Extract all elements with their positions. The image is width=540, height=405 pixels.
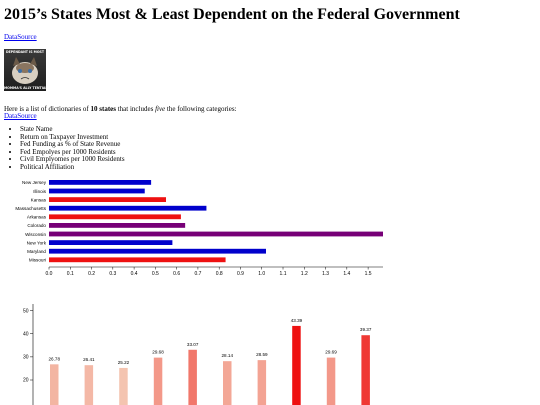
y-tick-label: 20 — [23, 378, 29, 384]
data-label: 25.22 — [118, 360, 130, 365]
bar — [257, 360, 267, 405]
bar — [84, 365, 94, 405]
bar — [292, 325, 301, 405]
bar — [49, 180, 152, 185]
category-label: Colorado — [27, 223, 46, 228]
horizontal-bar-chart: New Jersey Illinois Kansas Massachusetts Ark… — [15, 180, 383, 277]
bar — [49, 240, 173, 245]
datasource-link-top[interactable]: DataSource — [4, 33, 37, 41]
meme-bottom-caption: MOMMA'S ALLY TENTIAN — [4, 86, 46, 90]
vertical-bar-chart: 20 30 40 50 26.78 26.41 25.22 29.68 33.07 28.14 28… — [23, 304, 372, 405]
y-tick-label: 50 — [23, 308, 29, 314]
meme-top-caption: DEPENDANT IS MOST — [5, 50, 44, 54]
category-label: Wisconsin — [25, 232, 46, 237]
bar — [49, 214, 181, 220]
category-item: Political Affiliation — [20, 163, 125, 172]
data-label: 39.37 — [360, 327, 372, 332]
category-label: Massachusetts — [15, 206, 46, 211]
y-tick-label: 30 — [23, 355, 29, 361]
bar — [50, 364, 59, 405]
category-item: Fed Funding as % of State Revenue — [20, 141, 125, 149]
x-tick-label: 0.2 — [88, 271, 95, 277]
x-tick-label: 0.9 — [237, 271, 244, 277]
x-tick-label: 0.0 — [46, 271, 53, 277]
category-label: Kansas — [31, 197, 47, 202]
data-label: 29.68 — [152, 350, 164, 355]
x-tick-label: 1.1 — [280, 271, 287, 277]
x-tick-label: 1.0 — [258, 271, 265, 277]
bar — [49, 223, 186, 228]
bar — [49, 231, 383, 237]
x-tick-label: 0.3 — [109, 271, 116, 277]
category-label: New York — [27, 240, 47, 245]
category-label: Illinois — [33, 189, 46, 194]
bar — [119, 367, 128, 405]
x-tick-label: 1.5 — [365, 271, 372, 277]
data-label: 33.07 — [187, 342, 199, 347]
x-tick-label: 0.5 — [152, 271, 159, 277]
category-item: Fed Empolyes per 1000 Residents — [20, 148, 125, 157]
category-item: Civil Emplyomes per 1000 Residents — [20, 156, 125, 164]
x-tick-label: 1.3 — [322, 271, 329, 277]
bar — [188, 349, 197, 405]
bar — [49, 197, 167, 202]
bar — [49, 205, 207, 211]
grumpy-cat-meme-image: DEPENDANT IS MOST MOMMA'S ALLY TENTIAN — [4, 49, 46, 91]
bar — [49, 188, 145, 194]
x-tick-label: 0.7 — [194, 271, 201, 277]
x-tick-label: 0.4 — [131, 271, 138, 277]
y-tick-label: 40 — [23, 331, 29, 337]
intro-text: Here is a list of dictionaries of 10 sta… — [4, 105, 237, 113]
x-tick-label: 1.4 — [343, 271, 350, 277]
data-label: 28.14 — [222, 353, 234, 358]
bar — [223, 361, 232, 405]
data-label: 29.69 — [325, 350, 337, 355]
intro-pre: Here is a list of dictionaries of — [4, 105, 91, 113]
category-label: Missouri — [29, 258, 46, 263]
bar — [49, 257, 226, 263]
data-label: 28.59 — [256, 352, 268, 357]
data-label: 43.39 — [291, 318, 303, 323]
category-item: Return on Taxpayer Investment — [20, 133, 125, 142]
x-tick-label: 0.6 — [173, 271, 180, 277]
intro-italic: five — [155, 105, 166, 113]
intro-mid: that includes — [115, 105, 156, 113]
category-list: State Name Return on Taxpayer Investment… — [4, 125, 125, 172]
intro-bold: 10 states — [90, 105, 116, 113]
bar — [153, 357, 163, 405]
data-label: 26.41 — [83, 357, 95, 362]
category-label: New Jersey — [22, 180, 47, 185]
category-label: Maryland — [27, 249, 46, 254]
bar — [326, 357, 336, 405]
intro-post: the following categories: — [165, 105, 237, 113]
datasource-link-mid[interactable]: DataSource — [4, 112, 37, 120]
page-title: 2015’s States Most & Least Dependent on … — [4, 6, 460, 23]
bar — [49, 248, 266, 254]
category-item: State Name — [20, 125, 125, 134]
category-label: Arkansas — [27, 215, 47, 220]
x-tick-label: 1.2 — [301, 271, 308, 277]
x-tick-label: 0.1 — [67, 271, 74, 277]
bar — [361, 335, 370, 405]
cat-face-icon — [12, 57, 38, 84]
data-label: 26.78 — [49, 356, 61, 361]
x-tick-label: 0.8 — [216, 271, 223, 277]
